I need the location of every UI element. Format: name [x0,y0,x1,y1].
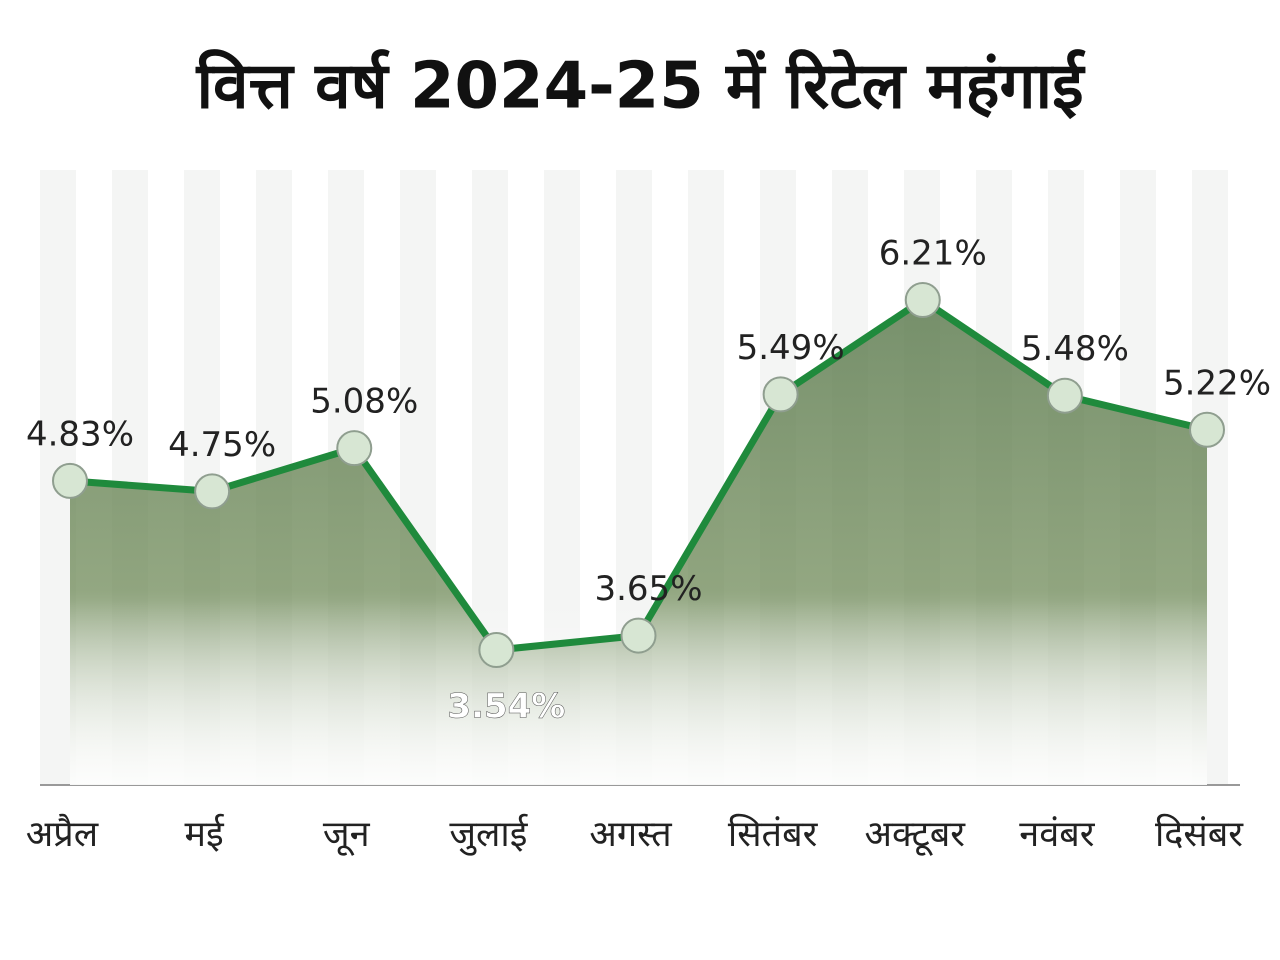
x-tick-label: अक्टूबर [864,814,966,856]
x-tick-label: नवंबर [1019,814,1096,855]
x-tick-label: अप्रैल [26,813,99,855]
marker [1189,411,1225,448]
x-tick-label: दिसंबर [1155,813,1244,855]
data-label: 5.08% [310,382,418,422]
data-label: 5.22% [1163,363,1271,403]
data-label: 5.48% [1021,329,1129,369]
data-label: 3.54% [447,687,565,727]
marker [194,473,231,510]
chart-title: वित्त वर्ष 2024-25 में रिटेल महंगाई [195,49,1086,124]
marker [762,376,799,413]
data-label: 6.21% [879,234,987,274]
marker [336,430,373,467]
data-label: 4.83% [26,414,134,454]
marker [478,632,515,668]
x-tick-label: अगस्त [589,814,673,855]
marker [52,462,88,499]
marker [904,282,941,318]
marker [1046,377,1083,414]
data-label: 3.65% [594,569,702,609]
x-tick-label: जुलाई [449,813,528,856]
x-tick-label: जून [323,814,371,856]
data-label: 4.75% [168,425,276,465]
marker [620,617,657,654]
data-label: 5.49% [737,328,845,368]
x-tick-label: मई [185,813,226,855]
x-tick-label: सितंबर [728,813,819,855]
